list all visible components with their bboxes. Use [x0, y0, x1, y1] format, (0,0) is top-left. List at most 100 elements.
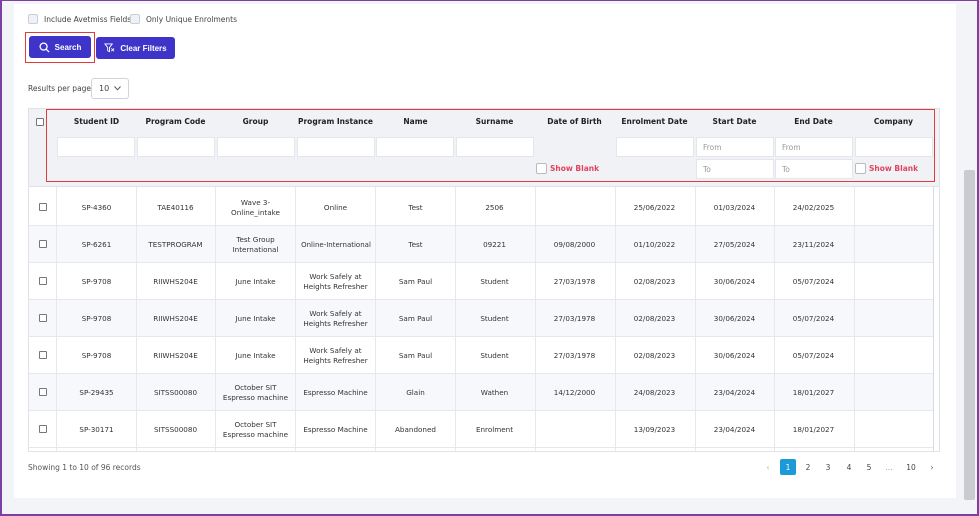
- pagination-prev[interactable]: ‹: [766, 462, 770, 472]
- column-divider: [215, 187, 216, 451]
- col-date-of-birth[interactable]: Date of Birth: [547, 117, 602, 126]
- filter-name[interactable]: [376, 137, 454, 157]
- cell-program-code: SITSS00080: [153, 387, 198, 397]
- select-all-checkbox[interactable]: [36, 118, 44, 126]
- cell-enrolment-date: 25/06/2022: [633, 202, 676, 212]
- cell-program-code: SITSS00080: [153, 424, 198, 434]
- include-avetmiss-option[interactable]: Include Avetmiss Fields: [28, 14, 131, 24]
- cell-start-date: 01/03/2024: [713, 202, 756, 212]
- row-checkbox[interactable]: [39, 314, 47, 322]
- row-checkbox[interactable]: [39, 425, 47, 433]
- page-4[interactable]: 4: [846, 462, 852, 472]
- cell-name: Sam Paul: [398, 313, 433, 323]
- col-enrolment-date[interactable]: Enrolment Date: [621, 117, 688, 126]
- cell-enrolment-date: 02/08/2023: [633, 350, 676, 360]
- col-student-id[interactable]: Student ID: [73, 117, 120, 126]
- table-row[interactable]: SP-9708 RIIWHS204E June Intake Work Safe…: [29, 300, 934, 337]
- cell-surname: Student: [480, 350, 509, 360]
- cell-start-date: 30/06/2024: [713, 350, 756, 360]
- cell-program-code: RIIWHS204E: [153, 276, 198, 286]
- page-10[interactable]: 10: [906, 462, 916, 472]
- col-name[interactable]: Name: [403, 117, 428, 126]
- page-2[interactable]: 2: [805, 462, 811, 472]
- row-checkbox[interactable]: [39, 388, 47, 396]
- include-avetmiss-label: Include Avetmiss Fields: [44, 14, 132, 24]
- cell-program-instance: Espresso Machine: [303, 424, 368, 434]
- cell-company: [854, 337, 933, 374]
- col-program-code[interactable]: Program Code: [145, 117, 206, 126]
- cell-dob: 27/03/1978: [553, 313, 596, 323]
- table-header: Student ID Program Code Group Program In…: [29, 109, 939, 187]
- cell-dob: 14/12/2000: [553, 387, 596, 397]
- company-show-blank[interactable]: Show Blank: [855, 163, 918, 174]
- only-unique-checkbox[interactable]: [130, 14, 140, 24]
- table-row[interactable]: SP-29435 SITSS00080 October SIT Espresso…: [29, 374, 934, 411]
- dob-show-blank[interactable]: Show Blank: [536, 163, 599, 174]
- table-row[interactable]: SP-6261 TESTPROGRAM Test Group Internati…: [29, 226, 934, 263]
- table-row[interactable]: SP-30171 SITSS00080 October SIT Espresso…: [29, 411, 934, 448]
- cell-surname: 09221: [483, 239, 506, 249]
- clear-filters-button[interactable]: Clear Filters: [96, 37, 175, 59]
- cell-start-date: 30/06/2024: [713, 313, 756, 323]
- include-avetmiss-checkbox[interactable]: [28, 14, 38, 24]
- col-company[interactable]: Company: [873, 117, 914, 126]
- filter-end-date-from[interactable]: From: [775, 137, 853, 157]
- only-unique-option[interactable]: Only Unique Enrolments: [130, 14, 237, 24]
- cell-program-code: RIIWHS204E: [153, 350, 198, 360]
- page-1[interactable]: 1: [780, 459, 796, 475]
- cell-start-date: 23/04/2024: [713, 387, 756, 397]
- filter-enrolment-date[interactable]: [616, 137, 694, 157]
- search-button[interactable]: Search: [29, 36, 91, 58]
- table-scrollbar-track[interactable]: [933, 187, 934, 451]
- filter-program-instance[interactable]: [297, 137, 375, 157]
- filter-start-date-from[interactable]: From: [696, 137, 774, 157]
- cell-company: [854, 300, 933, 337]
- results-per-page-select[interactable]: 10: [91, 78, 129, 99]
- col-program-instance[interactable]: Program Instance: [297, 117, 373, 126]
- cell-enrolment-date: 24/08/2023: [633, 387, 676, 397]
- dob-show-blank-checkbox[interactable]: [536, 163, 547, 174]
- filter-company[interactable]: [855, 137, 933, 157]
- cell-program-code: RIIWHS204E: [153, 313, 198, 323]
- col-end-date[interactable]: End Date: [794, 117, 833, 126]
- cell-end-date: 24/02/2025: [792, 202, 835, 212]
- filter-student-id[interactable]: [57, 137, 135, 157]
- column-divider: [136, 187, 137, 451]
- cell-dob: 09/08/2000: [553, 239, 596, 249]
- table-row[interactable]: SP-9708 RIIWHS204E June Intake Work Safe…: [29, 337, 934, 374]
- row-checkbox[interactable]: [39, 351, 47, 359]
- page-3[interactable]: 3: [825, 462, 831, 472]
- filter-surname[interactable]: [456, 137, 534, 157]
- filter-program-code[interactable]: [137, 137, 215, 157]
- vertical-scrollbar[interactable]: [964, 170, 975, 500]
- cell-program-instance: Work Safely at Heights Refresher: [303, 345, 368, 365]
- row-checkbox[interactable]: [39, 240, 47, 248]
- filter-end-date-to[interactable]: To: [775, 159, 853, 179]
- cell-end-date: 05/07/2024: [792, 313, 835, 323]
- cell-end-date: 23/11/2024: [792, 239, 835, 249]
- filter-start-date-to[interactable]: To: [696, 159, 774, 179]
- col-start-date[interactable]: Start Date: [712, 117, 757, 126]
- col-surname[interactable]: Surname: [475, 117, 514, 126]
- clear-filters-label: Clear Filters: [120, 43, 167, 53]
- cell-company: [854, 411, 933, 448]
- cell-program-instance: Espresso Machine: [303, 387, 368, 397]
- cell-name: Sam Paul: [398, 350, 433, 360]
- column-divider: [455, 187, 456, 451]
- table-row[interactable]: SP-4360 TAE40116 Wave 3- Online_intake O…: [29, 189, 934, 226]
- cell-enrolment-date: 02/08/2023: [633, 313, 676, 323]
- cell-end-date: 18/01/2027: [792, 387, 835, 397]
- filter-group[interactable]: [217, 137, 295, 157]
- table-row[interactable]: SP-9708 RIIWHS204E June Intake Work Safe…: [29, 263, 934, 300]
- cell-surname: Wathen: [480, 387, 509, 397]
- chevron-down-icon: [114, 86, 121, 91]
- company-show-blank-checkbox[interactable]: [855, 163, 866, 174]
- row-checkbox[interactable]: [39, 277, 47, 285]
- row-checkbox[interactable]: [39, 203, 47, 211]
- pagination-next[interactable]: ›: [930, 462, 934, 472]
- page-5[interactable]: 5: [866, 462, 872, 472]
- col-group[interactable]: Group: [242, 117, 269, 126]
- cell-program-instance: Online: [323, 202, 348, 212]
- cell-name: Sam Paul: [398, 276, 433, 286]
- dob-show-blank-label: Show Blank: [550, 164, 600, 173]
